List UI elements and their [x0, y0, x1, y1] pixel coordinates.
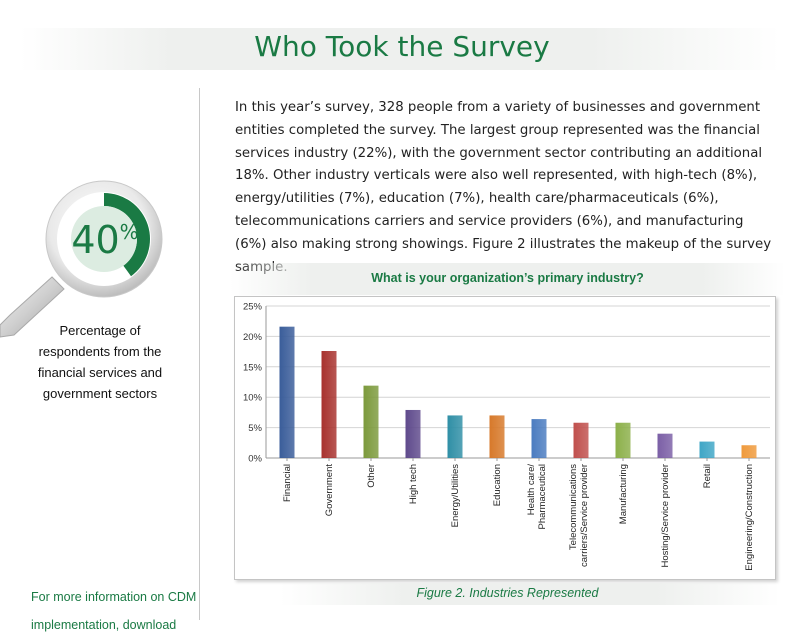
intro-paragraph: In this year’s survey, 328 people from a… — [235, 100, 772, 275]
x-tick-label: Other — [366, 464, 377, 488]
stat-caption: Percentage of respondents from the finan… — [37, 323, 163, 401]
x-tick-label: Financial — [282, 464, 293, 502]
bar — [447, 415, 463, 458]
page-title: Who Took the Survey — [254, 30, 550, 63]
figure-caption: Figure 2. Industries Represented — [416, 586, 599, 600]
stat-arc — [104, 193, 150, 277]
stat-unit: % — [119, 220, 139, 244]
bar — [489, 415, 505, 458]
x-tick-label: Telecommunicationscarriers/Service provi… — [568, 464, 590, 567]
caption-band — [280, 583, 780, 605]
x-tick-label: Engineering/Construction — [744, 464, 755, 571]
title-band — [20, 28, 780, 70]
y-tick-label: 25% — [243, 302, 263, 313]
bar — [699, 441, 715, 458]
x-tick-label: Manufacturing — [618, 464, 629, 524]
bar — [321, 350, 337, 458]
x-tick-label: Hosting/Service provider — [660, 464, 671, 568]
bar — [363, 385, 379, 458]
y-tick-label: 0% — [248, 454, 262, 465]
chart-title: What is your organization’s primary indu… — [371, 271, 644, 285]
column-divider — [199, 88, 200, 620]
stat-value: 40 — [71, 218, 120, 262]
chart-title-band — [230, 263, 785, 295]
y-tick-label: 20% — [243, 332, 263, 343]
x-tick-label: High tech — [408, 464, 419, 504]
y-tick-label: 10% — [243, 393, 263, 404]
x-tick-label: Health care/Pharmaceutical — [526, 464, 548, 530]
y-tick-label: 15% — [243, 362, 263, 373]
more-info-link[interactable]: For more information on CDM implementati… — [31, 590, 197, 632]
bar — [531, 419, 547, 458]
bar-chart: 0% 5% 10% 15% 20% 25% Financial Government Other… — [243, 302, 770, 571]
x-tick-label: Energy/Utilities — [450, 464, 461, 528]
bar — [279, 326, 295, 458]
x-tick-label: Government — [324, 464, 335, 517]
bar — [405, 409, 421, 458]
magnifier-icon — [0, 180, 163, 338]
bar — [657, 433, 673, 458]
x-tick-label: Education — [492, 464, 503, 506]
bar — [573, 422, 589, 458]
y-tick-label: 5% — [248, 423, 262, 434]
stat-percent: 40% — [60, 218, 150, 262]
bar — [615, 422, 631, 458]
x-tick-label: Retail — [702, 464, 713, 488]
bar — [741, 445, 757, 458]
